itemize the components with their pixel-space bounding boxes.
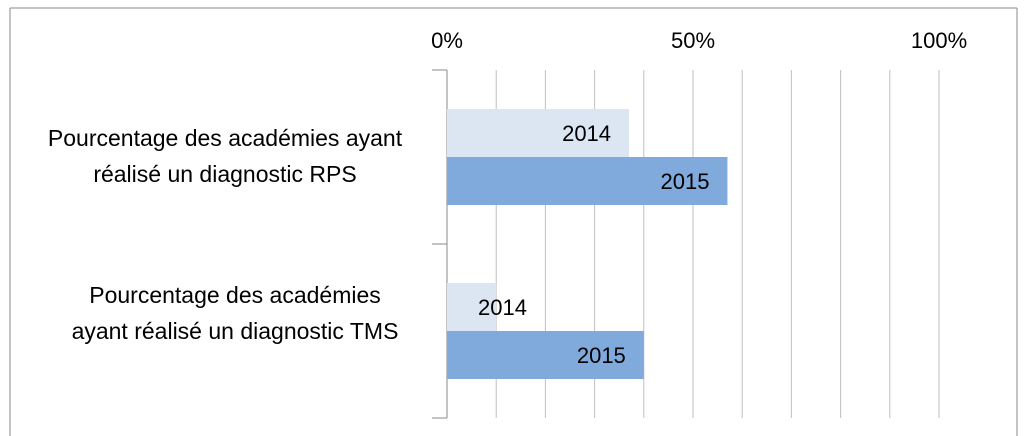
bar xyxy=(447,331,644,379)
bar xyxy=(447,157,728,205)
bar-label: 2015 xyxy=(660,169,709,194)
x-tick-label: 0% xyxy=(431,28,463,53)
x-tick-label: 100% xyxy=(911,28,967,53)
bar xyxy=(447,283,497,331)
category-label: Pourcentage des académies ayant réalisé … xyxy=(47,125,403,187)
bar-label: 2015 xyxy=(577,343,626,368)
bar-label: 2014 xyxy=(478,295,527,320)
bar xyxy=(447,109,630,157)
bar-label: 2014 xyxy=(562,121,611,146)
x-tick-label: 50% xyxy=(671,28,715,53)
category-label: Pourcentage des académies ayant réalisé … xyxy=(71,282,399,344)
